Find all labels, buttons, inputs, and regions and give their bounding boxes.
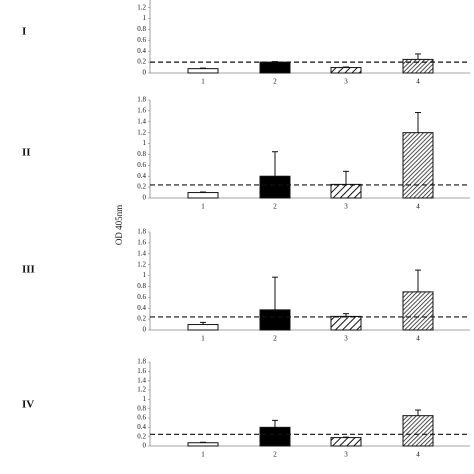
y-tick-label: 0.4 [137,47,146,55]
bar [402,291,434,331]
x-tick-label: 1 [201,335,205,343]
y-tick-label: 1.2 [137,3,146,11]
x-tick-label: 4 [416,203,420,211]
y-tick-label: 0.4 [137,423,146,431]
y-tick-label: 1.4 [137,249,146,257]
x-tick-label: 2 [273,203,277,211]
y-tick-label: 1.6 [137,238,146,246]
y-tick-label: 0.8 [137,404,146,412]
y-tick-label: 1.4 [137,376,146,384]
bar [330,437,362,447]
x-tick-label: 1 [201,203,205,211]
y-axis-label: OD 405nm [114,205,124,245]
panel-label: III [22,264,35,276]
y-tick-label: 1.8 [137,228,146,236]
y-tick-label: 0.8 [137,282,146,290]
y-tick-label: 1.2 [137,260,146,268]
bar [187,324,219,331]
y-tick-label: 1.4 [137,117,146,125]
y-tick-label: 0.8 [137,150,146,158]
x-tick-label: 4 [416,78,420,86]
x-tick-label: 4 [416,451,420,459]
y-tick-label: 1.8 [137,96,146,104]
y-tick-label: 0.2 [137,315,146,323]
bar [259,309,291,331]
bar [330,183,362,199]
bar [259,426,291,447]
bar [187,192,219,199]
x-tick-label: 3 [344,335,348,343]
y-tick-label: 1.6 [137,106,146,114]
y-tick-label: 0 [143,442,147,450]
y-tick-label: 1.6 [137,367,146,375]
y-tick-label: 1.2 [137,128,146,136]
x-tick-label: 1 [201,78,205,86]
y-tick-label: 0.6 [137,36,146,44]
y-tick-label: 0.6 [137,161,146,169]
x-tick-label: 2 [273,451,277,459]
y-tick-label: 0 [143,194,147,202]
x-tick-label: 3 [344,451,348,459]
y-tick-label: 1 [143,139,147,147]
x-tick-label: 2 [273,335,277,343]
x-tick-label: 1 [201,451,205,459]
panel-label: IV [22,399,34,411]
bar [259,175,291,199]
bar [187,68,219,74]
y-tick-label: 0.2 [137,58,146,66]
bar [330,315,362,331]
y-tick-label: 1 [143,271,147,279]
y-tick-label: 1 [143,395,147,403]
x-tick-label: 3 [344,203,348,211]
bar [402,415,434,447]
y-tick-label: 0.8 [137,25,146,33]
y-tick-label: 0 [143,326,147,334]
x-tick-label: 2 [273,78,277,86]
y-tick-label: 0.2 [137,183,146,191]
x-tick-label: 3 [344,78,348,86]
y-tick-label: 1 [143,14,147,22]
bar [402,58,434,74]
y-tick-label: 1.2 [137,386,146,394]
panel-label: I [22,26,26,38]
panel-label: II [22,147,31,159]
bar [402,132,434,199]
y-tick-label: 0.4 [137,172,146,180]
x-tick-label: 4 [416,335,420,343]
bar [259,61,291,74]
bar [330,67,362,74]
y-tick-label: 0.6 [137,414,146,422]
y-tick-label: 0.2 [137,432,146,440]
y-tick-label: 0.4 [137,304,146,312]
y-tick-label: 0.6 [137,293,146,301]
y-tick-label: 0 [143,69,147,77]
y-tick-label: 1.8 [137,358,146,366]
bar [187,442,219,447]
